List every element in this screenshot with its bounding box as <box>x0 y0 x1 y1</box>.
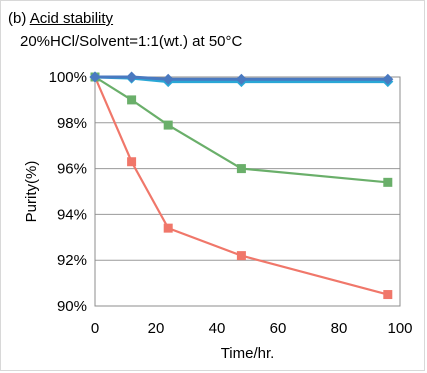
data-point <box>127 157 137 167</box>
x-tick-label: 80 <box>331 320 348 337</box>
data-point <box>163 120 173 130</box>
x-axis-label: Time/hr. <box>221 345 275 362</box>
plot-border <box>94 76 401 307</box>
y-tick-label: 96% <box>57 161 87 178</box>
y-tick-label: 92% <box>57 252 87 269</box>
data-point <box>163 223 173 233</box>
series-group <box>89 71 394 300</box>
panel-title: Acid stability <box>29 10 114 27</box>
x-tick-label: 60 <box>270 320 287 337</box>
data-point <box>126 71 138 83</box>
series-line <box>93 76 389 296</box>
data-point <box>236 251 246 261</box>
x-tick-label: 0 <box>91 320 99 337</box>
panel-label: (b) Acid stability <box>8 10 113 27</box>
data-point <box>89 71 101 83</box>
x-tick-labels: 0 20 40 60 80 100 <box>91 320 413 337</box>
y-tick-labels: 90% 92% 94% 96% 98% 100% <box>49 69 87 315</box>
gridlines <box>95 122 400 261</box>
series-4 <box>89 71 394 85</box>
series-1 <box>90 72 393 300</box>
data-point <box>127 95 137 105</box>
y-tick-label: 98% <box>57 115 87 132</box>
panel-letter: (b) <box>8 10 27 27</box>
data-point <box>236 164 246 174</box>
chart-subtitle: 20%HCl/Solvent=1:1(wt.) at 50°C <box>20 33 243 50</box>
data-point <box>383 177 393 187</box>
y-tick-label: 100% <box>49 69 87 86</box>
x-tick-label: 40 <box>209 320 226 337</box>
y-tick-label: 94% <box>57 206 87 223</box>
data-point <box>235 73 247 85</box>
x-tick-label: 100 <box>387 320 412 337</box>
data-point <box>382 73 394 85</box>
data-point <box>162 73 174 85</box>
y-tick-label: 90% <box>57 298 87 315</box>
data-point <box>383 290 393 300</box>
y-axis-label: Purity(%) <box>23 161 40 223</box>
x-tick-label: 20 <box>148 320 165 337</box>
